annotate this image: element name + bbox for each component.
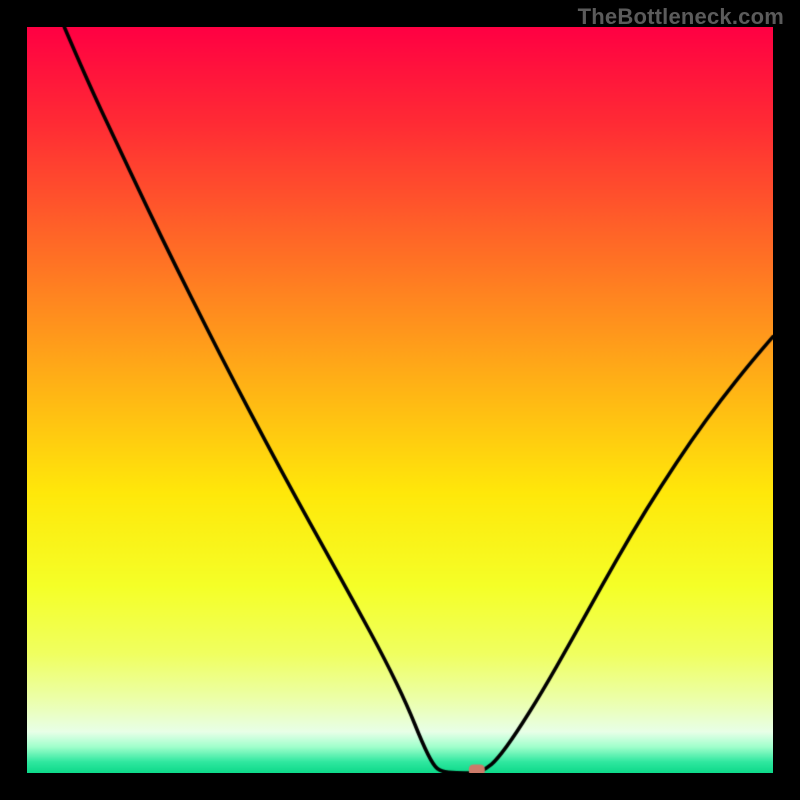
chart-container: TheBottleneck.com [0, 0, 800, 800]
minimum-marker [27, 27, 773, 773]
attribution-watermark: TheBottleneck.com [578, 4, 784, 30]
plot-area [27, 27, 773, 773]
